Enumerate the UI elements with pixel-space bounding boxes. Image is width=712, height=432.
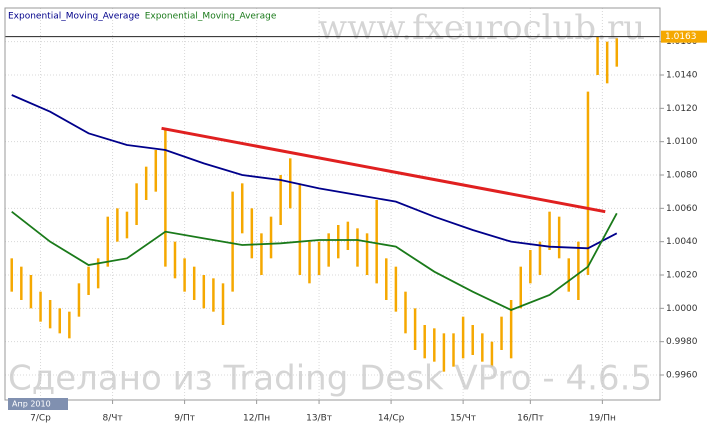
legend-entry: Exponential_Moving_Average <box>145 12 277 22</box>
ema-line <box>11 94 618 250</box>
last-price-box <box>661 30 707 43</box>
x-tick-label: 15/Чт <box>450 414 476 424</box>
plot-frame <box>4 7 661 401</box>
y-tick-label: 0.9980 <box>666 337 698 347</box>
ema-line <box>11 210 618 311</box>
y-tick-label: 1.0080 <box>666 171 698 181</box>
x-tick-label: 14/Ср <box>378 414 405 424</box>
period-box <box>8 398 68 410</box>
x-tick-label: 9/Пт <box>174 414 195 424</box>
y-tick-label: 1.0060 <box>666 204 698 214</box>
x-tick-label: 13/Вт <box>306 414 332 424</box>
plot-area: 0.9960 0.9980 1.0000 1.0020 1.0040 1.0060 1.00… <box>5 8 707 424</box>
y-tick-label: 1.0000 <box>666 304 698 314</box>
y-tick-label: 1.0020 <box>666 271 698 281</box>
x-tick-label: 8/Чт <box>102 414 122 424</box>
y-tick-label: 1.0120 <box>666 104 698 114</box>
y-tick-label: 0.9960 <box>666 371 698 381</box>
x-tick-label: 19/Пн <box>589 414 616 424</box>
legend-entry: Exponential_Moving_Average <box>8 12 140 22</box>
watermark: Сделано из Trading Desk VPro - 4.6.5 <box>8 359 652 399</box>
last-price-label: 1.0163 <box>665 32 697 42</box>
y-tick-label: 1.0040 <box>666 237 698 247</box>
trend-line <box>161 126 606 214</box>
x-tick-label: 16/Пт <box>517 414 544 424</box>
y-tick-label: 1.0100 <box>666 137 698 147</box>
x-tick-label: 7/Ср <box>30 414 51 424</box>
y-tick-label: 1.0140 <box>666 71 698 81</box>
x-tick-label: 12/Пн <box>243 414 270 424</box>
period-label: Апр 2010 <box>12 400 51 409</box>
